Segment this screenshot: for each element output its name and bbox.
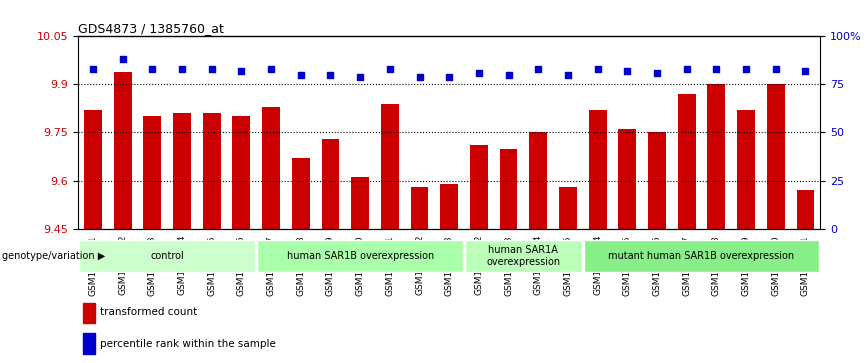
Bar bbox=[797, 190, 814, 229]
Bar bbox=[589, 110, 607, 229]
Bar bbox=[352, 178, 369, 229]
Bar bbox=[83, 302, 95, 323]
Bar bbox=[233, 117, 250, 229]
Bar bbox=[583, 240, 819, 272]
Point bbox=[293, 72, 307, 78]
Point bbox=[443, 74, 457, 79]
Point bbox=[205, 66, 219, 72]
Bar bbox=[500, 148, 517, 229]
Point bbox=[769, 66, 783, 72]
Bar bbox=[440, 184, 458, 229]
Text: control: control bbox=[150, 251, 184, 261]
Point bbox=[650, 70, 664, 76]
Point bbox=[799, 68, 812, 74]
Text: GDS4873 / 1385760_at: GDS4873 / 1385760_at bbox=[78, 22, 224, 35]
Text: human SAR1A
overexpression: human SAR1A overexpression bbox=[486, 245, 561, 267]
Point bbox=[86, 66, 100, 72]
Text: percentile rank within the sample: percentile rank within the sample bbox=[100, 339, 276, 349]
Bar bbox=[292, 158, 310, 229]
Text: transformed count: transformed count bbox=[100, 307, 197, 317]
Point bbox=[175, 66, 189, 72]
Point bbox=[412, 74, 426, 79]
Point bbox=[502, 72, 516, 78]
Point bbox=[324, 72, 338, 78]
Bar bbox=[84, 110, 102, 229]
Point bbox=[680, 66, 694, 72]
Point bbox=[146, 66, 160, 72]
Point bbox=[709, 66, 723, 72]
Bar bbox=[559, 187, 577, 229]
Bar bbox=[381, 103, 398, 229]
Bar bbox=[83, 333, 95, 354]
Point bbox=[591, 66, 605, 72]
Bar bbox=[173, 113, 191, 229]
Bar bbox=[529, 132, 547, 229]
Point bbox=[383, 66, 397, 72]
Bar bbox=[678, 94, 695, 229]
Text: genotype/variation ▶: genotype/variation ▶ bbox=[2, 251, 105, 261]
Bar bbox=[262, 107, 280, 229]
Text: mutant human SAR1B overexpression: mutant human SAR1B overexpression bbox=[608, 251, 794, 261]
Point bbox=[561, 72, 575, 78]
Bar bbox=[470, 145, 488, 229]
Point bbox=[531, 66, 545, 72]
Text: human SAR1B overexpression: human SAR1B overexpression bbox=[286, 251, 434, 261]
Bar bbox=[79, 240, 255, 272]
Point bbox=[264, 66, 278, 72]
Point bbox=[115, 57, 129, 62]
Point bbox=[353, 74, 367, 79]
Point bbox=[621, 68, 635, 74]
Bar bbox=[411, 187, 429, 229]
Point bbox=[472, 70, 486, 76]
Bar bbox=[766, 84, 785, 229]
Bar bbox=[618, 129, 636, 229]
Bar bbox=[737, 110, 755, 229]
Point bbox=[234, 68, 248, 74]
Bar bbox=[203, 113, 220, 229]
Bar bbox=[465, 240, 582, 272]
Bar bbox=[143, 117, 161, 229]
Bar bbox=[257, 240, 464, 272]
Bar bbox=[114, 72, 132, 229]
Point bbox=[740, 66, 753, 72]
Bar bbox=[648, 132, 666, 229]
Bar bbox=[321, 139, 339, 229]
Bar bbox=[707, 84, 726, 229]
